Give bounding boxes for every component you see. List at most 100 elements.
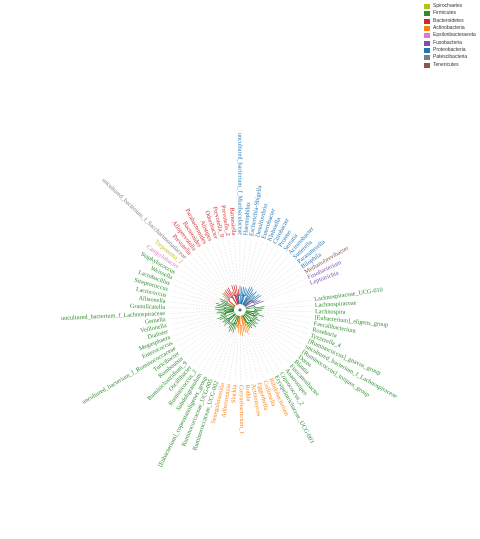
tip-guide-line: [255, 327, 289, 363]
tree-branch: [239, 287, 246, 305]
tip-guide-line: [249, 328, 275, 373]
tree-branch: [216, 305, 235, 310]
tree-branch: [229, 314, 237, 325]
tip-guide-line: [189, 325, 225, 360]
tip-guide-line: [169, 301, 216, 308]
tip-guide-line: [249, 330, 269, 375]
tree-branch: [233, 285, 239, 305]
tip-label: Haemophilus: [242, 201, 252, 235]
tip-guide-line: [256, 315, 307, 335]
tree-branch: [238, 287, 243, 305]
tip-label: Adlercreutzia: [220, 383, 232, 418]
tip-label: Lachnospira: [315, 308, 346, 316]
tip-label: Barnesiella: [228, 207, 237, 236]
legend-item: Spirochaetes: [424, 3, 478, 10]
tree-branch: [219, 312, 235, 321]
tip-guide-line: [242, 335, 247, 381]
tip-guide-line: [169, 312, 217, 320]
legend-swatch: [424, 18, 430, 24]
tip-guide-line: [241, 239, 246, 288]
tree-branch: [245, 307, 262, 311]
tip-guide-line: [201, 249, 227, 290]
tip-guide-line: [254, 260, 292, 296]
tip-guide-line: [240, 334, 242, 382]
tree-branch: [240, 289, 248, 305]
tip-guide-line: [255, 324, 293, 359]
tip-guide-line: [255, 320, 300, 350]
tip-guide-line: [168, 307, 216, 310]
tip-label: uncultured_bacterium_f_Lachnospiraceae: [61, 310, 166, 322]
tip-guide-line: [243, 239, 252, 287]
tip-guide-line: [181, 269, 225, 300]
tree-branch: [244, 299, 258, 307]
tree-branch: [224, 299, 235, 308]
legend-item: Patescibacteria: [424, 54, 478, 61]
tree-branches: [168, 238, 312, 382]
tip-guide-line: [246, 242, 263, 290]
tree-branch: [227, 287, 238, 305]
tree-branch: [245, 310, 260, 314]
tip-guide-line: [245, 332, 259, 379]
tip-label: Lachnospiraceae: [315, 300, 357, 309]
tip-label: Allisonella: [138, 295, 166, 305]
tree-branch: [222, 295, 235, 308]
tip-guide-line: [206, 247, 229, 288]
tip-guide-line: [258, 265, 296, 295]
tree-branch: [243, 314, 256, 325]
tip-guide-line: [251, 327, 279, 370]
tip-guide-line: [259, 320, 303, 345]
tree-branch: [245, 300, 264, 309]
tree-branch: [224, 313, 237, 323]
tip-guide-line: [252, 325, 284, 367]
tree-branch: [228, 315, 238, 329]
tip-guide-line: [263, 284, 307, 302]
legend: Spirochaetes Firmicutes Bacteroidetes Actin…: [424, 3, 478, 69]
tip-guide-line: [245, 240, 258, 288]
tree-branch: [242, 315, 251, 329]
tip-guide-line: [169, 310, 219, 314]
tree-branch: [241, 315, 249, 334]
tip-guide-line: [249, 244, 268, 288]
tip-guide-line: [260, 279, 305, 301]
legend-label: Proteobacteria: [433, 46, 466, 53]
legend-item: Bacteroidetes: [424, 18, 478, 25]
legend-item: Fusobacteria: [424, 39, 478, 46]
tip-guide-line: [193, 323, 228, 364]
tip-guide-line: [260, 269, 299, 296]
legend-label: Fusobacteria: [433, 39, 462, 46]
tip-guide-line: [181, 322, 223, 352]
legend-swatch: [424, 40, 430, 46]
legend-swatch: [424, 55, 430, 61]
tree-root: [238, 308, 242, 312]
tree-branch: [237, 285, 241, 305]
tree-branch: [243, 291, 257, 306]
tree-branch: [245, 312, 260, 322]
tip-guide-line: [252, 249, 279, 290]
legend-item: Actinobacteria: [424, 25, 478, 32]
tip-guide-line: [185, 322, 225, 356]
tree-branch: [245, 311, 258, 319]
tree-branch: [228, 315, 239, 332]
tip-guide-line: [188, 260, 223, 294]
legend-item: Epsilonbacteraeota: [424, 32, 478, 39]
tip-guide-line: [211, 244, 233, 293]
tree-branch: [217, 310, 235, 320]
tip-guide-line: [170, 296, 217, 306]
tree-branch: [245, 311, 264, 317]
tip-guide-line: [171, 315, 221, 331]
tip-label: Rothia: [244, 384, 253, 401]
legend-label: Patescibacteria: [433, 54, 468, 61]
legend-label: Tenericutes: [433, 61, 459, 68]
tip-guide-line: [170, 313, 221, 325]
legend-label: Epsilonbacteraeota: [433, 32, 476, 39]
tip-guide-line: [261, 310, 312, 312]
legend-swatch: [424, 62, 430, 68]
tip-guide-line: [176, 319, 220, 342]
tree-branch: [242, 289, 254, 305]
tip-guide-line: [264, 299, 311, 307]
tree-branch: [220, 310, 235, 315]
tree-branch: [220, 300, 235, 309]
tree-branch: [244, 313, 257, 328]
tip-label: Prevotella_2: [219, 205, 231, 237]
